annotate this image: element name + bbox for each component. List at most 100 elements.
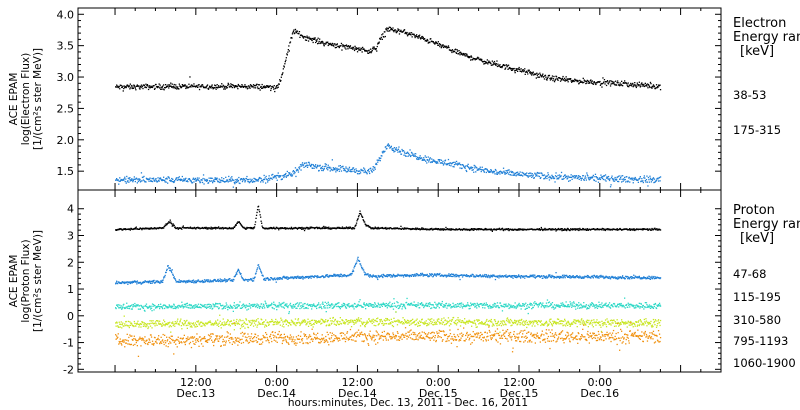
data-point [194, 304, 196, 306]
data-point [640, 278, 642, 280]
data-point [336, 167, 338, 169]
data-point [429, 273, 431, 275]
data-point [284, 63, 286, 65]
data-point [577, 176, 579, 178]
data-point [338, 226, 340, 228]
data-point [235, 304, 237, 306]
data-point [238, 271, 240, 273]
data-point [651, 178, 653, 181]
data-point [219, 86, 221, 88]
data-point [122, 85, 124, 87]
data-point [305, 307, 308, 309]
data-point [531, 275, 533, 277]
data-point [263, 303, 265, 305]
data-point [460, 53, 463, 55]
data-point [317, 275, 319, 277]
data-point [195, 305, 198, 308]
data-point [157, 305, 159, 307]
data-point [358, 304, 361, 307]
data-point [222, 180, 224, 182]
data-point [224, 87, 226, 89]
data-point [616, 228, 618, 230]
data-point [143, 305, 145, 307]
data-point [539, 72, 541, 74]
data-point [244, 227, 246, 229]
data-point [633, 84, 635, 86]
data-point [501, 65, 504, 68]
data-point [513, 173, 515, 175]
data-point [166, 223, 168, 225]
data-point [159, 84, 161, 86]
data-point [227, 180, 229, 182]
data-point [631, 277, 633, 280]
data-point [310, 275, 312, 277]
data-point [132, 179, 134, 181]
data-point [247, 180, 249, 183]
data-point [364, 305, 366, 307]
data-point [313, 37, 315, 39]
data-point [153, 228, 155, 230]
data-point [586, 82, 588, 84]
data-point [523, 172, 525, 175]
data-point [264, 177, 266, 179]
data-point [577, 80, 579, 82]
data-point [560, 175, 562, 177]
data-point [634, 176, 636, 179]
data-point [538, 76, 540, 78]
data-point [358, 301, 360, 303]
data-point [298, 166, 300, 169]
data-point [239, 179, 242, 181]
data-point [586, 276, 588, 278]
data-point [434, 301, 436, 303]
data-point [442, 44, 444, 46]
data-point [235, 307, 237, 309]
data-point [510, 170, 512, 172]
data-point [371, 305, 373, 307]
data-point [438, 44, 440, 46]
data-point [623, 276, 625, 279]
data-point [482, 169, 484, 171]
data-point [406, 151, 409, 153]
data-point [394, 150, 396, 152]
data-point [617, 80, 619, 82]
data-point [369, 274, 371, 276]
data-point [527, 73, 529, 75]
data-point [502, 229, 505, 232]
data-point [473, 275, 475, 277]
data-point [435, 274, 437, 276]
data-point [374, 166, 376, 168]
data-point [559, 275, 562, 278]
data-point [227, 305, 229, 307]
data-point [275, 281, 277, 283]
data-point [581, 177, 583, 179]
data-point [301, 162, 304, 164]
data-point [605, 177, 608, 179]
data-point [277, 84, 279, 86]
data-point [376, 163, 378, 166]
data-point [567, 79, 569, 81]
data-point [397, 307, 400, 310]
data-point [120, 179, 122, 181]
data-point [299, 166, 301, 168]
data-point [249, 305, 251, 307]
data-point [337, 302, 339, 304]
data-point [272, 303, 274, 306]
data-point [582, 277, 584, 279]
data-point [360, 304, 362, 307]
data-point [356, 51, 359, 53]
data-point [295, 277, 298, 279]
data-point [492, 229, 494, 231]
data-point [135, 89, 137, 91]
data-point [544, 227, 546, 230]
data-point [245, 306, 247, 308]
data-point [125, 306, 127, 308]
data-point [584, 80, 586, 82]
data-point [505, 170, 507, 172]
data-point [422, 159, 424, 161]
data-point [455, 273, 457, 276]
data-point [377, 302, 379, 304]
data-point [480, 275, 482, 277]
data-point [120, 282, 122, 284]
data-point [205, 307, 208, 309]
data-point [399, 228, 402, 230]
